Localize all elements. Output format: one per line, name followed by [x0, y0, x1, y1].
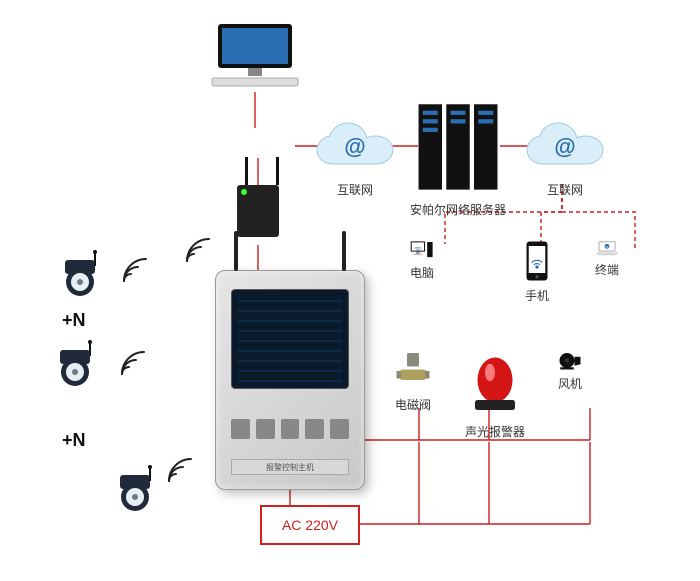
audible-visual-alarm-icon: 声光报警器 [465, 350, 525, 440]
network-switch-icon [237, 185, 287, 245]
pc-label: 电脑 [410, 264, 434, 281]
pc-client-icon: 电脑 [410, 240, 434, 281]
gas-sensor-1 [50, 250, 110, 303]
alarm-controller-host: 报警控制主机 [215, 270, 365, 490]
solenoid-valve-icon: 电磁阀 [395, 350, 431, 413]
wifi-icon [120, 255, 150, 285]
plus-n-label-1: +N [62, 310, 86, 331]
phone-client-icon: 手机 [525, 240, 549, 304]
svg-text:@: @ [344, 134, 365, 159]
controller-plate-label: 报警控制主机 [231, 459, 349, 475]
cloud-left-label: 互联网 [310, 181, 400, 198]
fan-icon: 风机 [558, 350, 582, 392]
valve-label: 电磁阀 [395, 396, 431, 413]
plus-n-label-2: +N [62, 430, 86, 451]
internet-cloud-right: @ 互联网 [520, 120, 610, 198]
svg-text:@: @ [554, 134, 575, 159]
gas-sensor-3 [105, 465, 165, 518]
wifi-icon [183, 235, 213, 265]
internet-cloud-left: @ 互联网 [310, 120, 400, 198]
desktop-monitor-icon [210, 20, 300, 93]
wifi-icon [118, 348, 148, 378]
laptop-client-icon: 终端 [595, 240, 619, 278]
server-rack-icon: 安帕尔网络服务器 [410, 100, 506, 218]
alarm-label: 声光报警器 [465, 423, 525, 440]
laptop-label: 终端 [595, 261, 619, 278]
cloud-right-label: 互联网 [520, 181, 610, 198]
ac-power-box: AC 220V [260, 505, 360, 545]
gas-sensor-2 [45, 340, 105, 393]
server-rack-label: 安帕尔网络服务器 [410, 201, 506, 218]
fan-label: 风机 [558, 375, 582, 392]
phone-label: 手机 [525, 287, 549, 304]
ac-power-label: AC 220V [282, 517, 338, 533]
wifi-icon [165, 455, 195, 485]
